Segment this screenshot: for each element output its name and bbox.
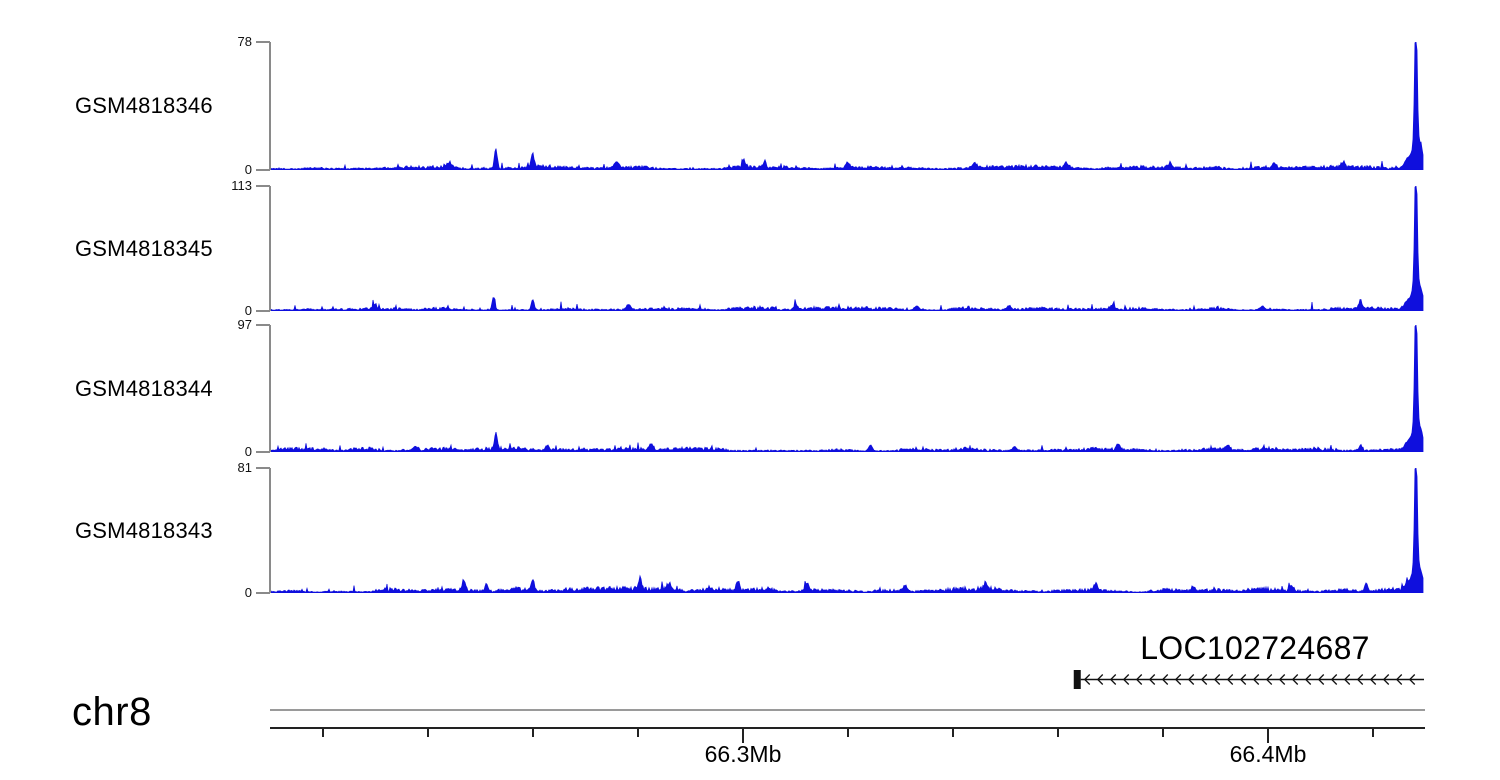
y-axis-bottom-tick xyxy=(256,169,270,171)
y-axis-line xyxy=(269,468,271,593)
gene-name-label: LOC102724687 xyxy=(1140,630,1370,666)
ruler-major-tick xyxy=(742,729,744,743)
y-axis-zero-label: 0 xyxy=(244,162,252,177)
track-label: GSM4818343 xyxy=(75,517,213,543)
y-axis-top-tick xyxy=(256,185,270,187)
y-axis-line xyxy=(269,186,271,311)
y-axis-top-tick xyxy=(256,467,270,469)
ruler-minor-tick xyxy=(847,729,849,737)
ruler-minor-tick xyxy=(322,729,324,737)
track-label: GSM4818346 xyxy=(75,93,213,118)
y-axis-max-label: 97 xyxy=(237,317,252,332)
ruler-minor-tick xyxy=(1057,729,1059,737)
coverage-signal xyxy=(271,468,1424,593)
coverage-signal xyxy=(271,186,1424,311)
y-axis-max-label: 81 xyxy=(237,460,252,475)
gene-model xyxy=(1073,670,1424,689)
y-axis-zero-label: 0 xyxy=(244,444,252,459)
ruler-minor-tick xyxy=(952,729,954,737)
y-axis-bottom-tick xyxy=(256,310,270,312)
ruler-minor-tick xyxy=(637,729,639,737)
track-label: GSM4818344 xyxy=(75,375,213,401)
y-axis-line xyxy=(269,42,271,170)
coverage-track: GSM4818344 97 0 xyxy=(0,317,1500,459)
y-axis-line xyxy=(269,325,271,452)
ruler-minor-tick xyxy=(427,729,429,737)
coverage-track: GSM4818345 113 0 xyxy=(0,178,1500,318)
coverage-track: GSM4818346 78 0 xyxy=(0,34,1500,177)
ruler-top-line xyxy=(270,709,1425,711)
ruler-major-tick xyxy=(1267,729,1269,743)
ruler-axis-line xyxy=(270,727,1425,729)
ruler-minor-tick xyxy=(1162,729,1164,737)
ruler-major-label: 66.3Mb xyxy=(704,741,782,767)
y-axis-zero-label: 0 xyxy=(244,303,252,318)
y-axis-zero-label: 0 xyxy=(244,585,252,600)
y-axis-max-label: 78 xyxy=(237,34,252,49)
y-axis-top-tick xyxy=(256,41,270,43)
chromosome-label: chr8 xyxy=(72,690,152,734)
y-axis-bottom-tick xyxy=(256,592,270,594)
ruler-major-label: 66.4Mb xyxy=(1229,741,1307,767)
coverage-signal xyxy=(271,42,1424,170)
coverage-signal xyxy=(271,325,1424,452)
coverage-track: GSM4818343 81 0 xyxy=(0,460,1500,600)
y-axis-top-tick xyxy=(256,324,270,326)
track-label: GSM4818345 xyxy=(75,235,213,261)
y-axis-bottom-tick xyxy=(256,451,270,453)
ruler-minor-tick xyxy=(532,729,534,737)
ruler-minor-tick xyxy=(1372,729,1374,737)
y-axis-max-label: 113 xyxy=(231,178,252,193)
